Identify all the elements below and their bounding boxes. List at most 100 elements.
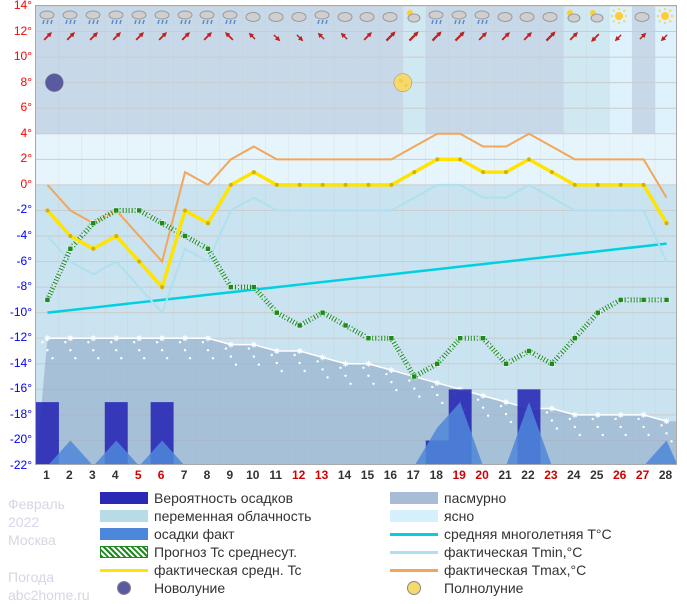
y-tick-label: 4° (21, 126, 32, 140)
x-tick-label: 20 (475, 468, 488, 482)
weather-icon (265, 7, 288, 25)
weather-icon (425, 7, 448, 25)
x-tick-label: 3 (89, 468, 96, 482)
legend-label: пасмурно (444, 490, 506, 506)
legend-item: фактическая средн. Tc (100, 562, 380, 578)
x-tick-label: 5 (135, 468, 142, 482)
wind-arrow-icon (333, 28, 356, 46)
wind-arrow-icon (105, 28, 128, 46)
legend-swatch (390, 569, 438, 572)
legend-swatch (117, 581, 131, 595)
y-tick-label: -14° (10, 356, 32, 370)
wind-arrow-icon (630, 28, 653, 46)
y-tick-label: 10° (14, 49, 32, 63)
weather-icon (402, 7, 425, 25)
weather-icon (539, 7, 562, 25)
x-tick-label: 9 (227, 468, 234, 482)
x-axis: 1234567891011121314151617181920212223242… (35, 468, 677, 486)
weather-icon (562, 7, 585, 25)
plot-svg (36, 6, 676, 464)
wind-arrow-icon (287, 28, 310, 46)
weather-icon (287, 7, 310, 25)
legend-label: осадки факт (154, 526, 235, 542)
legend-item: пасмурно (390, 490, 670, 506)
y-tick-label: -8° (17, 279, 32, 293)
wind-arrow-icon (470, 28, 493, 46)
weather-icon (36, 7, 59, 25)
wind-arrow-icon (356, 28, 379, 46)
legend-swatch (100, 492, 148, 504)
weather-icon (607, 7, 630, 25)
wind-arrow-icon (585, 28, 608, 46)
wind-arrow-icon (516, 28, 539, 46)
y-tick-label: 0° (21, 177, 32, 191)
x-tick-label: 16 (384, 468, 397, 482)
wind-arrow-icon (607, 28, 630, 46)
x-tick-label: 24 (567, 468, 580, 482)
legend-label: Новолуние (154, 580, 225, 596)
weather-icon (379, 7, 402, 25)
legend-label: фактическая средн. Tc (154, 562, 302, 578)
x-tick-label: 17 (407, 468, 420, 482)
x-tick-label: 11 (269, 468, 282, 482)
weather-icon (333, 7, 356, 25)
weather-icon (310, 7, 333, 25)
legend-swatch (390, 510, 438, 522)
wind-arrow-icon (127, 28, 150, 46)
weather-icon (653, 7, 676, 25)
legend-swatch (100, 528, 148, 540)
y-tick-label: 2° (21, 151, 32, 165)
weather-icon (150, 7, 173, 25)
x-tick-label: 18 (430, 468, 443, 482)
weather-icon (82, 7, 105, 25)
legend-item: Новолуние (100, 580, 380, 596)
chart-plot-area (35, 5, 677, 465)
legend-item: переменная облачность (100, 508, 380, 524)
y-tick-label: -4° (17, 228, 32, 242)
wind-arrow-icon (425, 28, 448, 46)
x-tick-label: 28 (659, 468, 672, 482)
legend-item: фактическая Tmax,°C (390, 562, 670, 578)
y-tick-label: -16° (10, 381, 32, 395)
wind-arrow-icon (493, 28, 516, 46)
y-tick-label: -12° (10, 330, 32, 344)
wind-arrow-icon (219, 28, 242, 46)
legend-label: Полнолуние (444, 580, 523, 596)
wind-arrow-icon (173, 28, 196, 46)
x-tick-label: 27 (636, 468, 649, 482)
y-tick-label: -2° (17, 202, 32, 216)
weather-icon (219, 7, 242, 25)
wind-arrow-icon (36, 28, 59, 46)
legend-label: фактическая Tmin,°C (444, 544, 582, 560)
x-tick-label: 22 (521, 468, 534, 482)
x-tick-label: 23 (544, 468, 557, 482)
y-tick-label: -20° (10, 432, 32, 446)
wind-arrow-icon (562, 28, 585, 46)
legend-swatch (100, 546, 148, 558)
wind-arrow-icon (539, 28, 562, 46)
wind-arrow-icon (82, 28, 105, 46)
x-tick-label: 6 (158, 468, 165, 482)
weather-icon (173, 7, 196, 25)
wind-arrow-icon (379, 28, 402, 46)
y-tick-label: -10° (10, 305, 32, 319)
y-tick-label: 8° (21, 75, 32, 89)
legend-item: осадки факт (100, 526, 380, 542)
y-tick-label: 6° (21, 100, 32, 114)
wind-arrow-icon (196, 28, 219, 46)
wind-arrow-icon (402, 28, 425, 46)
legend-label: ясно (444, 508, 474, 524)
legend-item: фактическая Tmin,°C (390, 544, 670, 560)
legend-item: Вероятность осадков (100, 490, 380, 506)
weather-icon (470, 7, 493, 25)
weather-icon (196, 7, 219, 25)
x-tick-label: 1 (43, 468, 50, 482)
x-tick-label: 10 (246, 468, 259, 482)
x-tick-label: 26 (613, 468, 626, 482)
y-tick-label: -22° (10, 458, 32, 472)
weather-icon (105, 7, 128, 25)
x-tick-label: 13 (315, 468, 328, 482)
x-tick-label: 8 (204, 468, 211, 482)
legend-swatch (390, 492, 438, 504)
weather-icon (493, 7, 516, 25)
